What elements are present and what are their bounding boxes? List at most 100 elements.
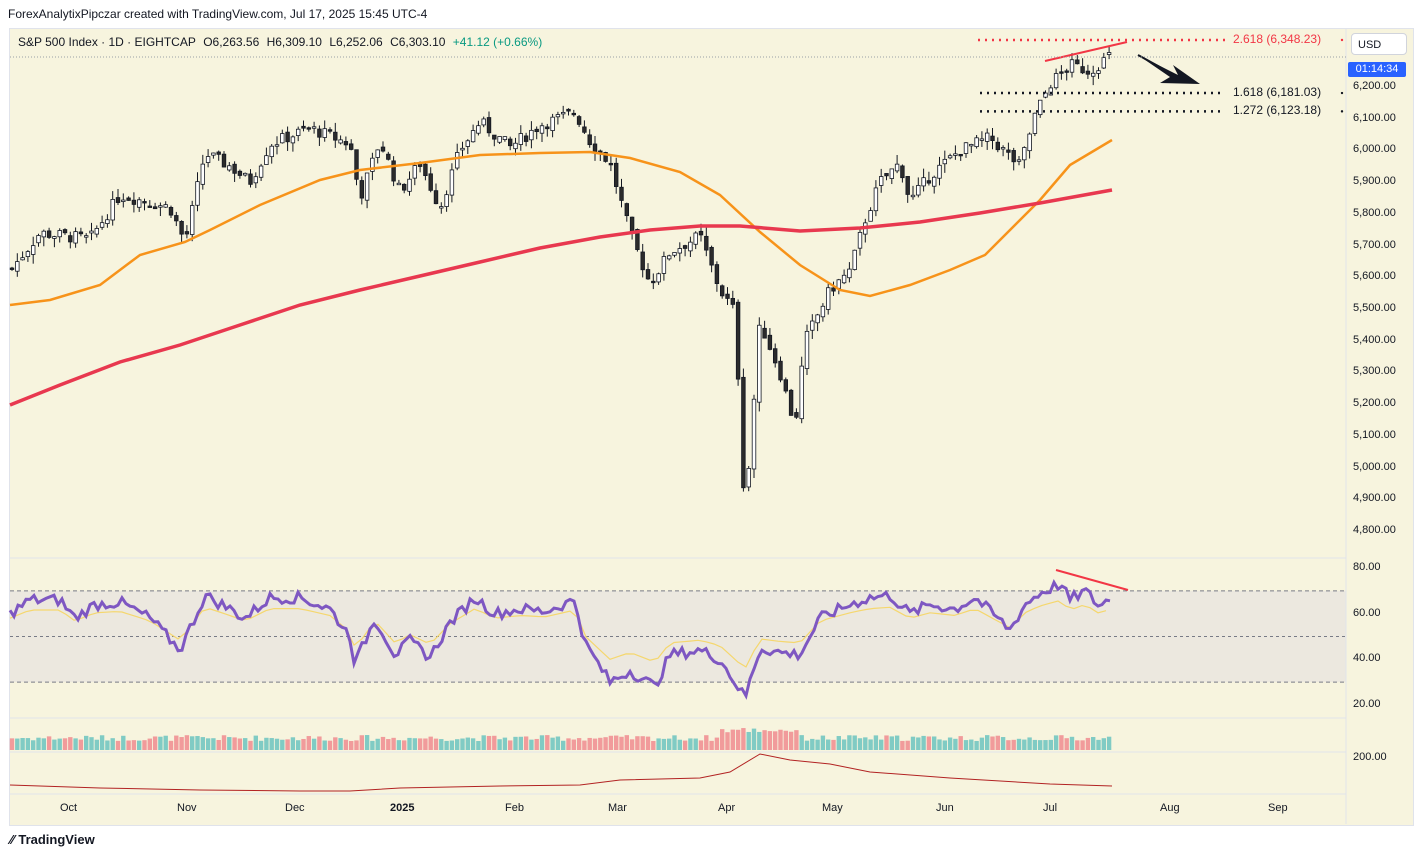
- volume-bar: [375, 738, 380, 750]
- candle-body: [115, 197, 121, 203]
- time-tick-label: Oct: [60, 802, 78, 814]
- candle-body: [444, 194, 449, 207]
- candle-body: [131, 199, 137, 205]
- candle-body: [327, 129, 333, 132]
- candle-body: [30, 245, 36, 255]
- candle-body: [916, 185, 921, 196]
- ohlc-low: L6,252.06: [329, 35, 383, 49]
- candle-body: [184, 231, 190, 235]
- candle-body: [486, 117, 492, 134]
- price-tick-label: 5,600.00: [1353, 270, 1396, 283]
- rsi-tick-label: 20.00: [1353, 698, 1381, 710]
- volume-bar: [158, 736, 163, 750]
- candle-body: [783, 379, 788, 392]
- time-tick-label: Jun: [936, 802, 954, 814]
- volume-bar: [84, 735, 89, 750]
- time-tick-label: Mar: [608, 802, 627, 814]
- volume-bar: [1048, 739, 1053, 750]
- volume-bar: [741, 728, 746, 750]
- volume-bar: [619, 736, 624, 750]
- volume-bar: [248, 740, 253, 750]
- candle-body: [1080, 66, 1085, 74]
- volume-bar: [799, 735, 804, 750]
- candle-body: [433, 190, 439, 205]
- candle-body: [370, 157, 375, 172]
- candle-body: [290, 136, 296, 144]
- candle-body: [926, 180, 932, 184]
- candle-body: [730, 297, 735, 305]
- candle-body: [831, 287, 836, 292]
- volume-bar: [947, 737, 953, 750]
- volume-bar: [131, 740, 137, 750]
- price-trend-line: [1044, 41, 1128, 62]
- candle-body: [322, 128, 327, 138]
- candle-body: [841, 274, 847, 284]
- volume-bar: [338, 738, 343, 750]
- candle-body: [285, 131, 290, 143]
- candle-body: [428, 173, 433, 191]
- volume-bar: [873, 735, 879, 750]
- candle-body: [810, 320, 815, 331]
- candle-body: [121, 199, 126, 202]
- candle-body: [142, 201, 147, 204]
- candle-body: [36, 235, 41, 244]
- volume-bar: [884, 735, 889, 750]
- volume-bar: [190, 736, 195, 750]
- candle-body: [62, 229, 68, 234]
- volume-bar: [57, 738, 62, 750]
- volume-bar: [1091, 737, 1096, 750]
- candle-body: [672, 252, 677, 256]
- candle-body: [258, 165, 264, 178]
- volume-bar: [576, 738, 582, 750]
- candle-body: [958, 153, 963, 157]
- candle-body: [937, 164, 942, 179]
- candle-body: [248, 173, 253, 185]
- ohlc-close: C6,303.10: [390, 35, 446, 49]
- candle-body: [1085, 70, 1091, 75]
- candle-body: [174, 215, 179, 222]
- symbol-legend[interactable]: S&P 500 Index · 1D · EIGHTCAP O6,263.56 …: [18, 35, 546, 49]
- candle-body: [68, 235, 73, 243]
- volume-bar: [566, 738, 571, 750]
- volume-bar: [433, 738, 439, 750]
- volume-bar: [412, 738, 417, 750]
- volume-bar: [603, 737, 608, 750]
- volume-bar: [661, 738, 667, 750]
- volume-bar: [36, 737, 41, 750]
- candle-body: [985, 132, 990, 142]
- candle-body: [974, 137, 979, 148]
- candle-body: [147, 205, 152, 208]
- volume-bar: [751, 728, 757, 750]
- candle-body: [57, 230, 62, 238]
- symbol-name: S&P 500 Index · 1D · EIGHTCAP: [18, 35, 196, 49]
- candle-body: [168, 206, 174, 216]
- candle-body: [269, 145, 274, 158]
- volume-bar: [470, 738, 476, 750]
- chart-panel[interactable]: [9, 28, 1414, 826]
- currency-button[interactable]: USD: [1351, 33, 1407, 55]
- volume-bar: [963, 740, 969, 750]
- candle-body: [963, 142, 969, 154]
- ohlc-open: O6,263.56: [203, 35, 260, 49]
- candle-body: [354, 149, 359, 180]
- volume-bar: [667, 738, 672, 750]
- volume-bar: [152, 736, 158, 750]
- tradingview-logo[interactable]: ⁄⁄ TradingView: [10, 832, 95, 847]
- arrow-shaft: [1137, 54, 1181, 79]
- volume-bar: [1059, 735, 1064, 750]
- volume-bar: [296, 740, 301, 750]
- fib-level-label: 2.618 (6,348.23): [1233, 31, 1322, 46]
- candle-body: [73, 231, 78, 244]
- volume-bar: [253, 735, 258, 750]
- rsi-divergence-line: [1055, 569, 1129, 591]
- volume-bar: [598, 737, 603, 750]
- volume-bar: [370, 740, 375, 750]
- candle-body: [932, 176, 937, 187]
- volume-bar: [121, 735, 126, 750]
- candle-body: [576, 116, 582, 125]
- volume-bar: [285, 739, 290, 750]
- candle-body: [688, 241, 693, 252]
- volume-bar: [629, 739, 635, 750]
- candle-body: [513, 142, 518, 150]
